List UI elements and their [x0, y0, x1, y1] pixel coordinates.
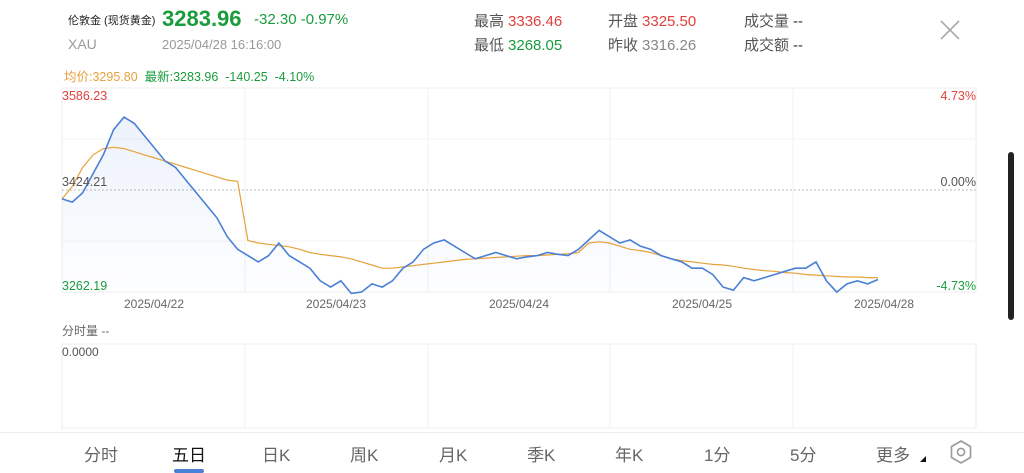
volume-chart-svg: 分时量 -- 0.0000	[61, 324, 977, 429]
stat-turnover-label: 成交额	[744, 37, 790, 54]
quote-header: 伦敦金 (现货黄金) XAU 3283.96 -32.30 -0.97% 202…	[0, 0, 1024, 60]
stat-prev-close: 昨收 3316.26	[608, 34, 696, 55]
y-max-label: 3586.23	[62, 89, 107, 103]
stat-open: 开盘 3325.50	[608, 10, 696, 31]
stat-volume: 成交量 --	[744, 10, 803, 31]
price-chart-svg[interactable]: 3586.23 3424.21 3262.19 4.73% 0.00% -4.7…	[0, 80, 1024, 320]
tab-more[interactable]: 更多	[876, 446, 910, 465]
volume-frame	[61, 343, 977, 429]
summary-change: -140.25	[225, 70, 268, 84]
x-label-2: 2025/04/24	[489, 297, 549, 311]
close-icon[interactable]	[938, 18, 962, 42]
y-min-label: 3262.19	[62, 279, 107, 293]
stat-volume-label: 成交量	[744, 13, 790, 30]
instrument-name: 伦敦金 (现货黄金)	[68, 15, 156, 27]
pct-max-label: 4.73%	[941, 89, 976, 103]
tab-intraday[interactable]: 分时	[84, 446, 118, 465]
tab-5-minute[interactable]: 5分	[790, 446, 817, 465]
price-line	[61, 116, 879, 295]
x-label-0: 2025/04/22	[124, 297, 184, 311]
period-tab-bar: 分时 五日 日K 周K 月K 季K 年K 1分 5分 更多	[0, 432, 1024, 473]
stat-turnover: 成交额 --	[744, 34, 803, 55]
stat-open-label: 开盘	[608, 13, 639, 30]
volume-chart: 分时量 -- 0.0000	[0, 322, 1024, 432]
tab-monthly-k[interactable]: 月K	[439, 446, 468, 465]
tab-five-day[interactable]: 五日	[172, 446, 206, 465]
latest-price-label: 最新:3283.96	[144, 70, 219, 84]
avg-price-label: 均价:3295.80	[64, 70, 138, 84]
tab-yearly-k[interactable]: 年K	[615, 446, 644, 465]
tab-weekly-k[interactable]: 周K	[350, 446, 379, 465]
y-mid-label: 3424.21	[62, 175, 107, 189]
tab-daily-k[interactable]: 日K	[262, 446, 291, 465]
stat-prev-close-label: 昨收	[608, 37, 639, 54]
stat-prev-close-value: 3316.26	[642, 37, 697, 54]
settings-icon[interactable]	[948, 439, 974, 465]
price-change: -32.30 -0.97%	[254, 11, 349, 28]
summary-pct: -4.10%	[274, 70, 315, 84]
more-caret-icon	[920, 456, 926, 462]
price-chart[interactable]: 3586.23 3424.21 3262.19 4.73% 0.00% -4.7…	[0, 80, 1024, 320]
stat-turnover-value: --	[793, 37, 804, 54]
quote-timestamp: 2025/04/28 16:16:00	[162, 37, 282, 52]
tab-1-minute[interactable]: 1分	[704, 446, 731, 465]
current-price: 3283.96	[162, 6, 242, 31]
volume-axis-label: 0.0000	[62, 345, 99, 359]
volume-label: 分时量 --	[62, 324, 109, 338]
stat-open-value: 3325.50	[642, 13, 697, 30]
pct-min-label: -4.73%	[936, 279, 976, 293]
instrument-code: XAU	[68, 36, 97, 52]
x-label-3: 2025/04/25	[672, 297, 732, 311]
stat-volume-value: --	[793, 13, 804, 30]
stat-low: 最低 3268.05	[474, 34, 562, 55]
pct-mid-label: 0.00%	[941, 175, 976, 189]
active-tab-indicator	[174, 469, 204, 473]
x-label-1: 2025/04/23	[306, 297, 366, 311]
tab-quarterly-k[interactable]: 季K	[527, 446, 556, 465]
stat-high-value: 3336.46	[508, 13, 563, 30]
stat-high: 最高 3336.46	[474, 10, 562, 31]
avg-price-line	[61, 146, 878, 279]
price-area	[62, 117, 878, 294]
stat-low-label: 最低	[474, 37, 505, 54]
stat-low-value: 3268.05	[508, 37, 563, 54]
side-scroll-handle[interactable]	[1008, 152, 1014, 320]
summary-line: 均价:3295.80 最新:3283.96 -140.25 -4.10%	[64, 66, 314, 85]
x-label-4: 2025/04/28	[854, 297, 914, 311]
stat-high-label: 最高	[474, 13, 505, 30]
